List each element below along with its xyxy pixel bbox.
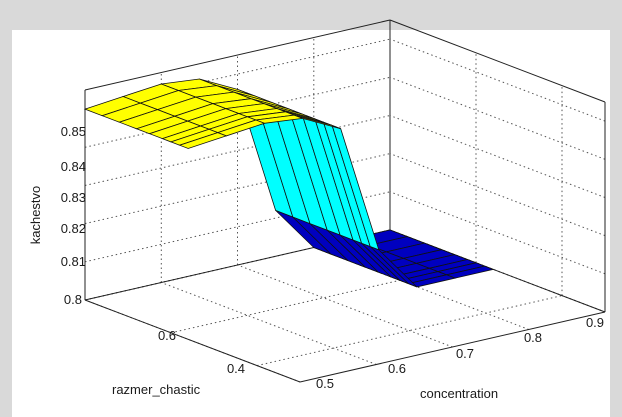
y-axis-ticks: 0.6 0.4 xyxy=(158,328,245,376)
y-axis-label: razmer_chastic xyxy=(112,382,201,397)
x-tick-label: 0.9 xyxy=(586,315,604,330)
x-tick-label: 0.7 xyxy=(456,346,474,361)
surface-face xyxy=(178,132,228,149)
x-tick-label: 0.8 xyxy=(524,330,542,345)
box-edge xyxy=(84,19,391,91)
box-edge xyxy=(299,311,606,383)
z-axis-ticks: 0.8 0.81 0.82 0.83 0.84 0.85 xyxy=(61,124,86,307)
z-tick-label: 0.84 xyxy=(61,159,86,174)
surface-mesh xyxy=(83,78,495,288)
x-axis-ticks: 0.5 0.6 0.7 0.8 0.9 xyxy=(316,315,604,391)
y-tick-label: 0.6 xyxy=(158,328,176,343)
z-tick-label: 0.83 xyxy=(61,190,86,205)
z-tick-label: 0.81 xyxy=(61,254,86,269)
z-tick-label: 0.82 xyxy=(61,221,86,236)
box-edge xyxy=(84,299,301,383)
x-tick-label: 0.6 xyxy=(388,361,406,376)
x-axis-label: concentration xyxy=(420,386,498,401)
z-tick-label: 0.8 xyxy=(64,292,82,307)
z-axis-label: kachestvo xyxy=(28,186,43,245)
box-edge xyxy=(389,19,606,103)
axes-box-front xyxy=(84,90,606,383)
z-tick-label: 0.85 xyxy=(61,124,86,139)
x-tick-label: 0.5 xyxy=(316,376,334,391)
y-tick-label: 0.4 xyxy=(227,361,245,376)
